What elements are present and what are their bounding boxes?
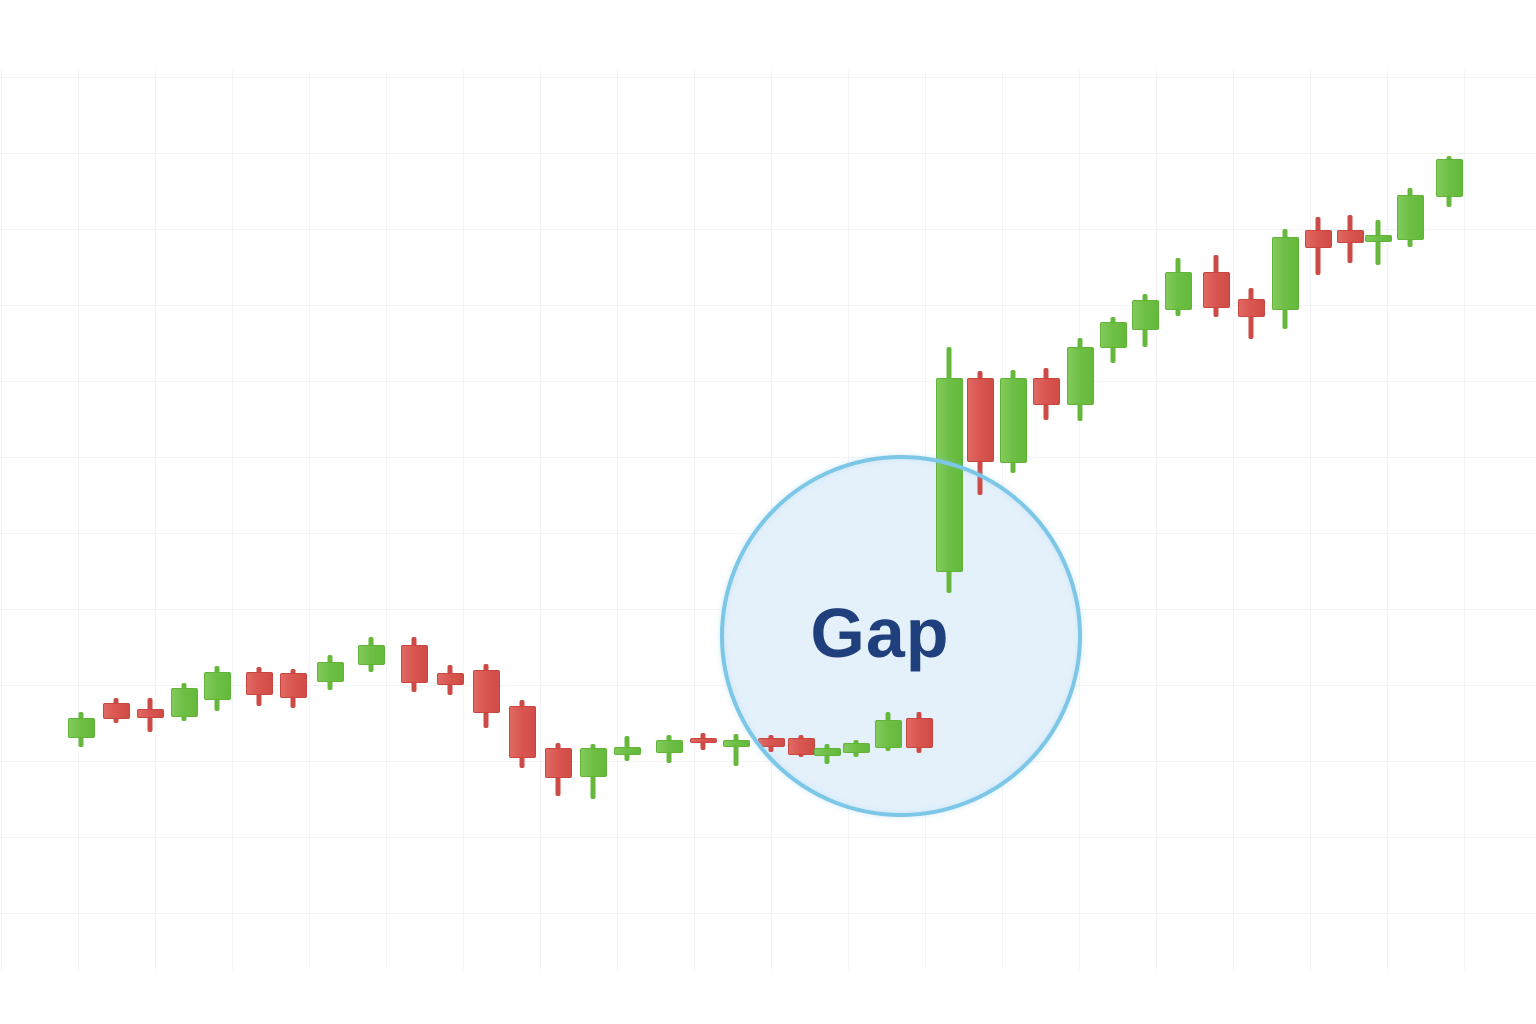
candle-body: [1364, 235, 1392, 242]
candle-body: [316, 662, 344, 682]
candlestick-up: [203, 0, 231, 1024]
candle-body: [722, 740, 750, 747]
candle-body: [508, 706, 536, 758]
candle-body: [245, 672, 273, 695]
candlestick-up: [722, 0, 750, 1024]
candle-body: [1131, 300, 1159, 330]
candlestick-down: [689, 0, 717, 1024]
candlestick-up: [1435, 0, 1463, 1024]
candle-body: [472, 670, 500, 713]
candlestick-up: [1131, 0, 1159, 1024]
candlestick-up: [1066, 0, 1094, 1024]
candlestick-up: [1271, 0, 1299, 1024]
candle-body: [689, 738, 717, 743]
candle-body: [544, 748, 572, 778]
candlestick-down: [508, 0, 536, 1024]
candle-body: [1237, 299, 1265, 317]
candle-body: [1099, 322, 1127, 348]
candlestick-up: [1099, 0, 1127, 1024]
candlestick-down: [436, 0, 464, 1024]
candlestick-down: [966, 0, 994, 1024]
candle-body: [1066, 347, 1094, 405]
candle-wick: [733, 734, 739, 766]
candle-wick: [1375, 220, 1381, 265]
candlestick-up: [1164, 0, 1192, 1024]
candlestick-down: [400, 0, 428, 1024]
candlestick-up: [170, 0, 198, 1024]
candlestick-up: [613, 0, 641, 1024]
candlestick-down: [1336, 0, 1364, 1024]
candle-body: [999, 378, 1027, 463]
candlestick-down: [472, 0, 500, 1024]
candle-body: [1396, 195, 1424, 240]
candlestick-up: [999, 0, 1027, 1024]
candlestick-up: [67, 0, 95, 1024]
candle-body: [67, 718, 95, 738]
candlestick-up: [316, 0, 344, 1024]
candle-body: [357, 645, 385, 665]
candlestick-down: [102, 0, 130, 1024]
candlestick-down: [1237, 0, 1265, 1024]
candlestick-down: [279, 0, 307, 1024]
candlestick-up: [1396, 0, 1424, 1024]
candle-body: [1304, 230, 1332, 248]
candle-body: [102, 703, 130, 719]
candlestick-up: [357, 0, 385, 1024]
candle-body: [1202, 272, 1230, 308]
candlestick-down: [1202, 0, 1230, 1024]
candle-body: [279, 673, 307, 698]
candle-body: [1271, 237, 1299, 310]
candle-body: [655, 740, 683, 753]
candle-body: [1164, 272, 1192, 310]
candle-body: [203, 672, 231, 700]
candle-body: [579, 748, 607, 777]
candlestick-down: [245, 0, 273, 1024]
candle-body: [436, 673, 464, 685]
candle-body: [136, 709, 164, 718]
candle-body: [1336, 230, 1364, 243]
gap-annotation-label: Gap: [810, 594, 950, 672]
candlestick-down: [136, 0, 164, 1024]
candle-body: [1032, 378, 1060, 405]
candlestick-down: [1032, 0, 1060, 1024]
candle-body: [400, 645, 428, 683]
candle-body: [1435, 159, 1463, 197]
candlestick-up: [579, 0, 607, 1024]
candlestick-up: [1364, 0, 1392, 1024]
gap-circle-outline: [720, 455, 1082, 817]
candle-body: [613, 747, 641, 755]
candlestick-down: [1304, 0, 1332, 1024]
candlestick-down: [544, 0, 572, 1024]
candle-body: [170, 688, 198, 717]
candle-body: [966, 378, 994, 462]
candlestick-up: [655, 0, 683, 1024]
